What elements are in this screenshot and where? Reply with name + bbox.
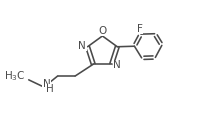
Text: H: H	[46, 84, 54, 94]
Text: H: H	[18, 73, 25, 83]
Text: O: O	[98, 26, 106, 36]
Text: F: F	[136, 24, 142, 34]
Text: N: N	[78, 41, 86, 51]
Text: N: N	[43, 79, 50, 89]
Text: N: N	[113, 60, 121, 70]
Text: H$_3$C: H$_3$C	[4, 69, 26, 83]
